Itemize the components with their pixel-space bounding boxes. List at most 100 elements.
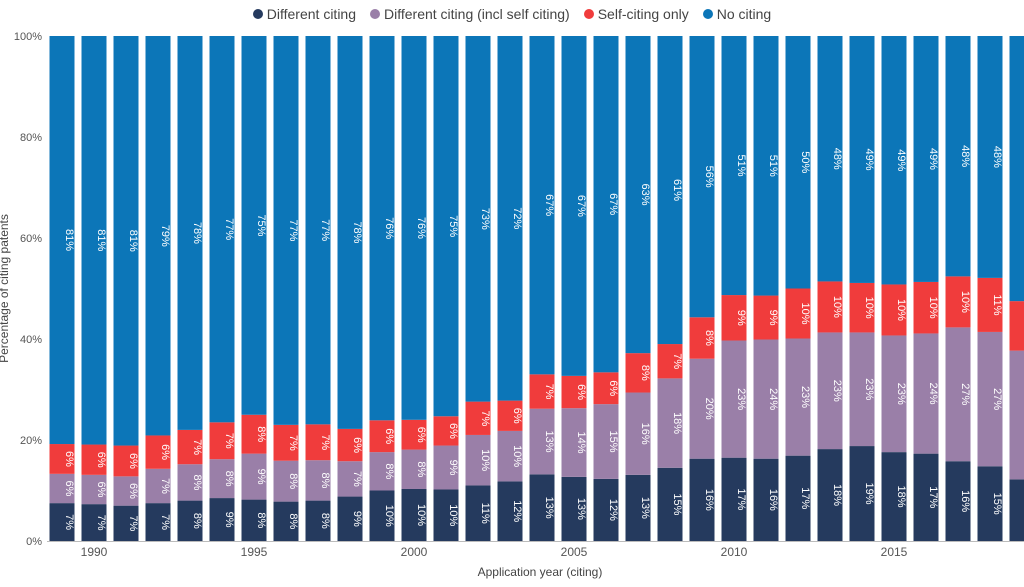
- data-label: 6%: [351, 437, 363, 453]
- data-label: 18%: [671, 412, 683, 434]
- data-label: 8%: [319, 472, 331, 488]
- data-label: 8%: [287, 513, 299, 529]
- data-label: 17%: [927, 486, 939, 508]
- data-label: 6%: [63, 451, 75, 467]
- data-label: 10%: [831, 296, 843, 318]
- data-label: 7%: [159, 514, 171, 530]
- data-label: 8%: [255, 426, 267, 442]
- data-label: 6%: [575, 384, 587, 400]
- data-label: 16%: [703, 489, 715, 511]
- data-label: 76%: [383, 217, 395, 239]
- x-tick-label: 2010: [721, 545, 748, 559]
- data-label: 51%: [735, 155, 747, 177]
- data-label: 7%: [63, 514, 75, 530]
- data-label: 17%: [735, 488, 747, 510]
- y-tick-label: 0%: [26, 536, 42, 548]
- data-label: 8%: [319, 513, 331, 529]
- data-label: 8%: [415, 461, 427, 477]
- legend-swatch: [584, 9, 594, 19]
- data-label: 78%: [351, 221, 363, 243]
- data-label: 7%: [127, 515, 139, 531]
- data-label: 10%: [447, 504, 459, 526]
- data-label: 8%: [639, 365, 651, 381]
- data-label: 10%: [511, 445, 523, 467]
- data-label: 13%: [543, 430, 555, 452]
- data-label: 48%: [959, 145, 971, 167]
- data-label: 15%: [671, 493, 683, 515]
- data-label: 10%: [895, 299, 907, 321]
- data-label: 61%: [671, 179, 683, 201]
- data-label: 8%: [223, 471, 235, 487]
- data-label: 75%: [447, 215, 459, 237]
- data-label: 50%: [799, 151, 811, 173]
- data-label: 72%: [511, 207, 523, 229]
- data-label: 9%: [223, 512, 235, 528]
- data-label: 27%: [991, 388, 1003, 410]
- data-label: 78%: [191, 222, 203, 244]
- data-label: 76%: [415, 217, 427, 239]
- data-label: 20%: [703, 398, 715, 420]
- legend-label: Self-citing only: [598, 6, 689, 22]
- data-label: 49%: [863, 148, 875, 170]
- data-label: 17%: [799, 487, 811, 509]
- bar-segment: [1010, 301, 1024, 350]
- data-label: 23%: [863, 378, 875, 400]
- bar-segment: [1010, 351, 1024, 480]
- data-label: 67%: [543, 194, 555, 216]
- data-label: 7%: [95, 515, 107, 531]
- data-label: 49%: [927, 148, 939, 170]
- data-label: 6%: [511, 408, 523, 424]
- data-label: 8%: [287, 473, 299, 489]
- bar-segment: [1010, 36, 1024, 301]
- data-label: 67%: [575, 195, 587, 217]
- data-label: 23%: [831, 380, 843, 402]
- data-label: 13%: [543, 497, 555, 519]
- data-label: 7%: [479, 410, 491, 426]
- data-label: 6%: [63, 481, 75, 497]
- data-label: 75%: [255, 214, 267, 236]
- x-tick-label: 2000: [401, 545, 428, 559]
- bar-segment: [1010, 479, 1024, 541]
- data-label: 6%: [415, 427, 427, 443]
- data-label: 49%: [895, 149, 907, 171]
- data-label: 73%: [479, 208, 491, 230]
- data-label: 6%: [95, 482, 107, 498]
- data-label: 24%: [927, 383, 939, 405]
- data-label: 7%: [671, 353, 683, 369]
- data-label: 11%: [991, 294, 1003, 315]
- data-label: 13%: [639, 497, 651, 519]
- data-label: 51%: [767, 155, 779, 177]
- data-label: 11%: [479, 503, 491, 524]
- data-label: 19%: [863, 483, 875, 505]
- legend-label: Different citing (incl self citing): [384, 6, 570, 22]
- data-label: 23%: [735, 388, 747, 410]
- data-label: 10%: [479, 449, 491, 471]
- y-tick-label: 60%: [20, 233, 42, 245]
- data-label: 7%: [287, 435, 299, 451]
- data-label: 8%: [703, 330, 715, 346]
- y-tick-label: 80%: [20, 132, 42, 144]
- data-label: 6%: [383, 428, 395, 444]
- data-label: 6%: [159, 444, 171, 460]
- data-label: 12%: [607, 499, 619, 521]
- legend-item: Different citing: [253, 6, 356, 22]
- data-label: 81%: [95, 229, 107, 251]
- data-label: 9%: [447, 460, 459, 476]
- x-tick-label: 1990: [81, 545, 108, 559]
- data-label: 9%: [735, 310, 747, 326]
- data-label: 6%: [607, 380, 619, 396]
- data-label: 16%: [767, 489, 779, 511]
- legend-swatch: [253, 9, 263, 19]
- data-label: 9%: [351, 511, 363, 527]
- data-label: 23%: [895, 383, 907, 405]
- data-label: 8%: [255, 512, 267, 528]
- data-label: 79%: [159, 225, 171, 247]
- y-tick-label: 100%: [14, 31, 42, 43]
- data-label: 8%: [383, 463, 395, 479]
- legend-label: Different citing: [267, 6, 356, 22]
- data-label: 6%: [95, 452, 107, 468]
- data-label: 10%: [383, 505, 395, 527]
- data-label: 10%: [927, 297, 939, 319]
- data-label: 18%: [831, 484, 843, 506]
